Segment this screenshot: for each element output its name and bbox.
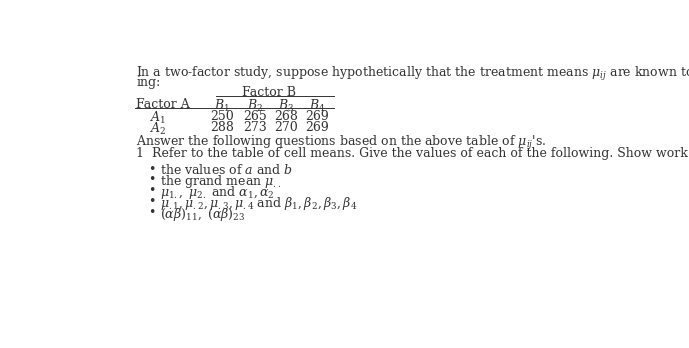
Text: $(\alpha\beta)_{11},\ (\alpha\beta)_{23}$: $(\alpha\beta)_{11},\ (\alpha\beta)_{23}…	[160, 206, 245, 223]
Text: In a two-factor study, suppose hypothetically that the treatment means $\mu_{ij}: In a two-factor study, suppose hypotheti…	[136, 65, 689, 83]
Text: 265: 265	[243, 110, 267, 123]
Text: •: •	[148, 206, 156, 219]
Text: 269: 269	[305, 121, 329, 134]
Text: $\mu_{.1}, \mu_{.2}, \mu_{.3}, \mu_{.4}$ and $\beta_1, \beta_2, \beta_3, \beta_4: $\mu_{.1}, \mu_{.2}, \mu_{.3}, \mu_{.4}$…	[160, 195, 357, 212]
Text: •: •	[148, 163, 156, 176]
Text: Factor A: Factor A	[136, 98, 190, 111]
Text: ing:: ing:	[136, 76, 161, 89]
Text: $\mu_{1.},\ \mu_{2.}$ and $\alpha_1, \alpha_2$: $\mu_{1.},\ \mu_{2.}$ and $\alpha_1, \al…	[160, 184, 274, 201]
Text: the grand mean $\mu_{..}$: the grand mean $\mu_{..}$	[160, 173, 281, 190]
Text: $B_3$: $B_3$	[278, 98, 294, 114]
Text: $B_4$: $B_4$	[309, 98, 325, 114]
Text: •: •	[148, 195, 156, 208]
Text: •: •	[148, 184, 156, 197]
Text: 273: 273	[243, 121, 267, 134]
Text: 250: 250	[210, 110, 234, 123]
Text: $A_1$: $A_1$	[150, 110, 166, 126]
Text: 288: 288	[210, 121, 234, 134]
Text: Factor B: Factor B	[243, 86, 296, 100]
Text: 1  Refer to the table of cell means. Give the values of each of the following. S: 1 Refer to the table of cell means. Give…	[136, 147, 689, 160]
Text: the values of $a$ and $b$: the values of $a$ and $b$	[160, 163, 293, 177]
Text: $B_2$: $B_2$	[247, 98, 263, 114]
Text: 270: 270	[274, 121, 298, 134]
Text: 269: 269	[305, 110, 329, 123]
Text: 268: 268	[274, 110, 298, 123]
Text: •: •	[148, 173, 156, 187]
Text: $A_2$: $A_2$	[150, 121, 167, 137]
Text: Answer the following questions based on the above table of $\mu_{ij}$'s.: Answer the following questions based on …	[136, 134, 547, 152]
Text: $B_1$: $B_1$	[214, 98, 229, 114]
